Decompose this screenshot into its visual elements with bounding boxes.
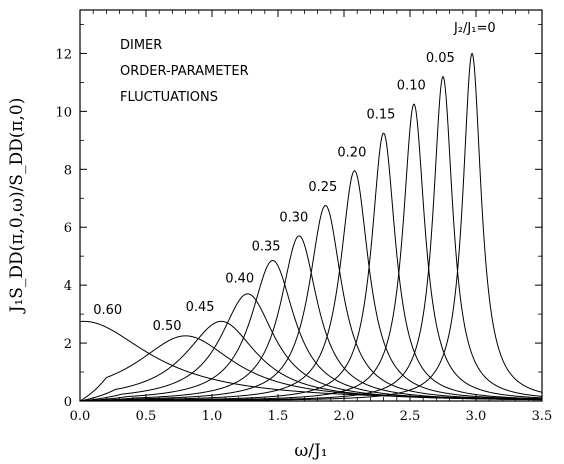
series-curve-0.05 (80, 75, 543, 402)
plot-frame (79, 9, 543, 402)
x-tick-label-0: 0.0 (70, 409, 91, 424)
y-tick-label-4: 8 (64, 163, 72, 178)
x-tick-label-6: 3.0 (466, 409, 487, 424)
annotation-line-2: ORDER-PARAMETER (120, 64, 249, 79)
series-curve-0.30 (79, 235, 542, 402)
series-curve-0.25 (79, 204, 543, 402)
series-curve-0.60 (79, 320, 543, 400)
y-axis-label: J₁S_DD(π,0,ω)/S_DD(π,0) (7, 98, 27, 315)
x-tick-label-5: 2.5 (400, 409, 421, 424)
annotation: DIMER ORDER-PARAMETER FLUCTUATIONS (120, 38, 249, 105)
x-tick-label-7: 3.5 (532, 409, 553, 424)
curve-label-1: 0.10 (397, 79, 426, 94)
curve-label-6: 0.35 (252, 239, 281, 254)
x-tick-label-3: 1.5 (268, 409, 289, 424)
curve-label-0: 0.05 (426, 51, 455, 66)
series-label-title: J₂/J₁=0 (453, 21, 496, 36)
series-curve-0.15 (79, 132, 543, 402)
curve-label-4: 0.25 (308, 180, 337, 195)
y-tick-label-0: 0 (64, 395, 72, 410)
x-tick-label-2: 1.0 (202, 409, 223, 424)
x-tick-label-4: 2.0 (334, 409, 355, 424)
y-tick-label-2: 4 (64, 279, 72, 294)
x-tick-label-1: 0.5 (136, 409, 157, 424)
curve-labels: 0.050.100.15 0.20 0.250.30 0.35 0.40 0.45 0.50… (93, 51, 455, 334)
curve-label-2: 0.15 (366, 108, 395, 123)
curve-label-10: 0.60 (93, 303, 122, 318)
series-curves (79, 52, 543, 402)
annotation-line-1: DIMER (120, 38, 162, 53)
series-curve-0.50 (79, 335, 543, 402)
curve-label-8: 0.45 (186, 300, 215, 315)
series-curve-0 (80, 52, 543, 402)
y-axis-ticks: 0 2 4 6 8 10 12 (55, 24, 542, 410)
y-tick-label-1: 2 (64, 337, 72, 352)
annotation-line-3: FLUCTUATIONS (120, 90, 218, 105)
series-curve-0.40 (79, 293, 543, 402)
y-tick-label-6: 12 (55, 47, 72, 62)
series-curve-0.20 (79, 170, 543, 402)
y-tick-label-3: 6 (64, 221, 72, 236)
curve-label-3: 0.20 (337, 145, 366, 160)
curve-label-7: 0.40 (225, 271, 254, 286)
y-tick-label-5: 10 (55, 105, 72, 120)
curve-label-9: 0.50 (153, 319, 182, 334)
x-axis-ticks: 0.0 0.5 1.0 1.5 2.0 2.5 3.0 3.5 (70, 10, 553, 424)
x-axis-label: ω/J₁ (294, 441, 327, 461)
curve-label-5: 0.30 (279, 210, 308, 225)
